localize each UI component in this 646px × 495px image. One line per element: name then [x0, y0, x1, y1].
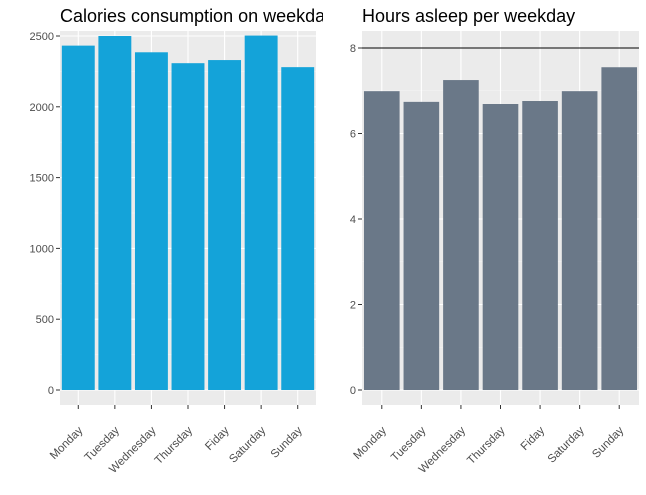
- sleep-bar-tuesday: [403, 101, 440, 391]
- calories-y-tick-label: 500: [36, 314, 54, 326]
- sleep-x-tick-label: Saturday: [546, 424, 587, 465]
- sleep-bar-sunday: [601, 67, 638, 391]
- calories-bar-sunday: [281, 67, 315, 390]
- sleep-y-tick-label: 6: [350, 129, 356, 141]
- calories-bar-saturday: [244, 35, 278, 391]
- calories-bar-monday: [61, 45, 95, 391]
- calories-bar-wednesday: [134, 52, 168, 391]
- sleep-bar-wednesday: [443, 80, 479, 390]
- calories-chart-title: Calories consumption on weekday: [60, 6, 334, 26]
- sleep-x-tick-label: Tuesday: [389, 424, 429, 464]
- sleep-bar-thursday: [482, 104, 519, 390]
- sleep-x-tick-label: Thursday: [465, 424, 508, 467]
- sleep-x-tick-label: Fiday: [519, 424, 548, 453]
- sleep-bars: [363, 67, 638, 391]
- calories-chart: 0 500 1000 1500 2000 2500 MondayTuesdayWednes…: [30, 6, 334, 476]
- calories-y-tick-label: 1500: [30, 173, 54, 185]
- sleep-y-tick-label: 8: [350, 43, 356, 55]
- calories-y-tick-label: 2000: [30, 102, 54, 114]
- sleep-chart-title: Hours asleep per weekday: [362, 6, 575, 26]
- sleep-bar-fiday: [522, 101, 558, 390]
- sleep-x-tick-label: Sunday: [590, 424, 626, 460]
- calories-bar-thursday: [171, 63, 205, 391]
- sleep-y-tick-label: 0: [350, 385, 356, 397]
- calories-y-tick-label: 0: [48, 385, 54, 397]
- sleep-y-ticks: 0 2 4 6 8: [350, 43, 362, 397]
- calories-x-tick-label: Sunday: [269, 424, 305, 460]
- calories-bar-fiday: [208, 60, 242, 391]
- sleep-y-tick-label: 4: [350, 214, 356, 226]
- sleep-bar-saturday: [561, 91, 598, 391]
- sleep-y-tick-label: 2: [350, 300, 356, 312]
- calories-x-tick-label: Saturday: [227, 424, 268, 465]
- sleep-x-tick-label: Monday: [351, 424, 389, 462]
- calories-x-tick-label: Fiday: [203, 424, 232, 453]
- sleep-bar-monday: [363, 91, 400, 391]
- calories-bar-tuesday: [98, 36, 132, 390]
- calories-y-tick-label: 2500: [30, 31, 54, 43]
- calories-y-ticks: 0 500 1000 1500 2000 2500: [30, 31, 60, 397]
- calories-x-tick-label: Monday: [48, 424, 86, 462]
- calories-bars: [61, 35, 315, 391]
- calories-y-tick-label: 1000: [30, 243, 54, 255]
- calories-x-tick-label: Thursday: [153, 424, 196, 467]
